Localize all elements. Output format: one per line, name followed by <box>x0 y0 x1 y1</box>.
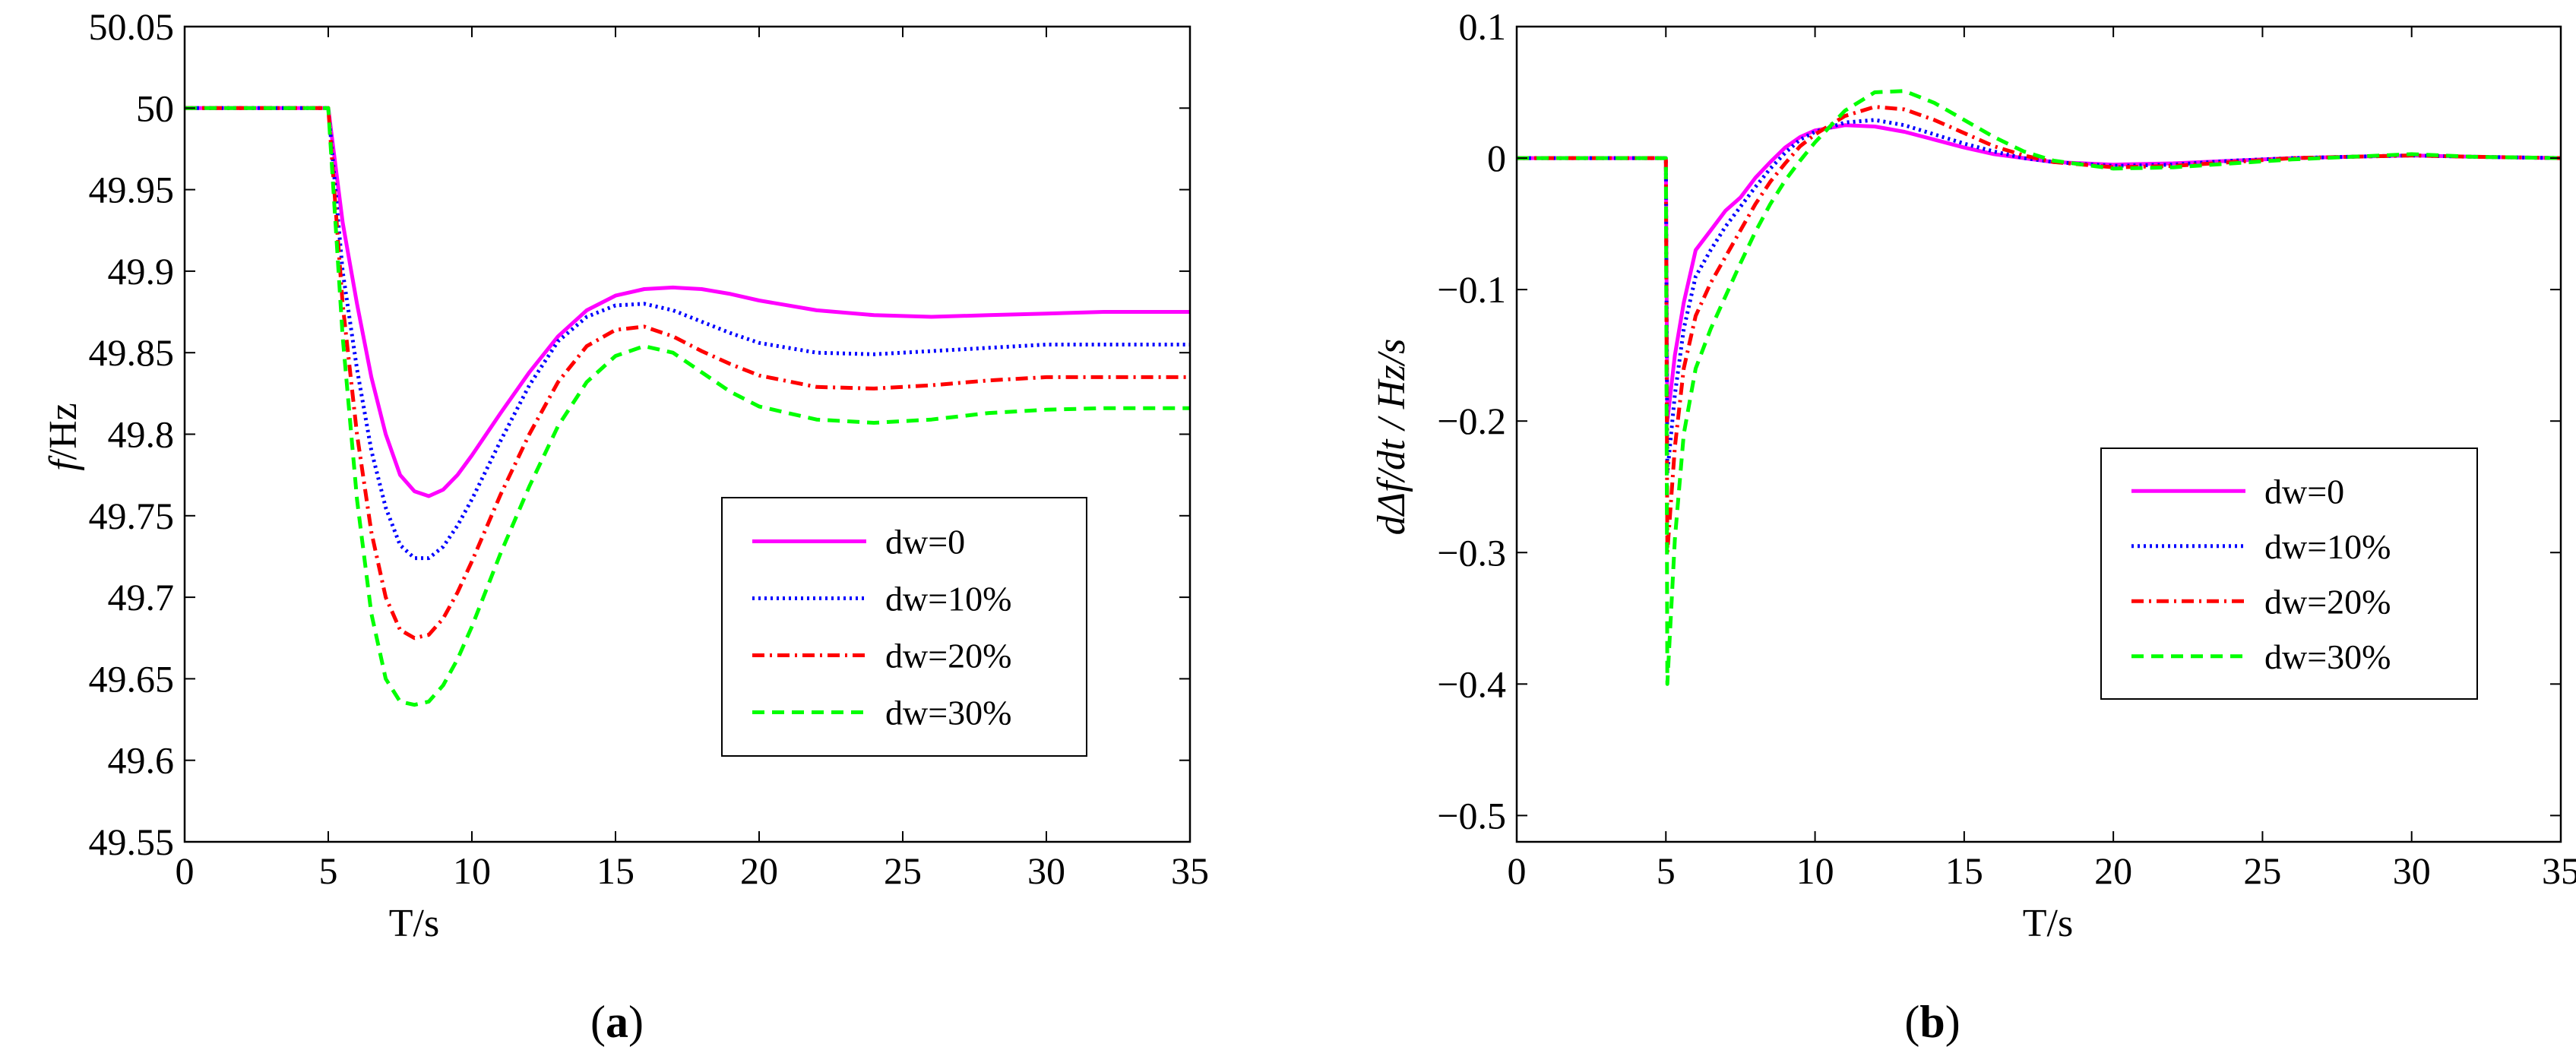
x-tick-label: 20 <box>740 849 778 892</box>
legend-a: dw=0 dw=10% dw=20% dw=30% <box>721 497 1087 757</box>
y-tick-label: 0.1 <box>1459 5 1507 48</box>
x-axis-label-a: T/s <box>389 902 439 945</box>
caption-open-a: ( <box>590 997 606 1047</box>
series-line-dw20 <box>185 106 1190 640</box>
legend-label: dw=30% <box>885 694 1011 732</box>
series-line-dw0 <box>1517 123 2562 423</box>
legend-label: dw=30% <box>2264 637 2391 676</box>
y-tick-label: 49.6 <box>108 739 175 782</box>
y-tick-label: 50.05 <box>89 5 175 48</box>
y-tick-label: 49.65 <box>89 657 175 700</box>
x-tick-label: 10 <box>1796 849 1834 892</box>
panel-b: 0 5 10 15 20 25 30 35 −0.5 −0.4 −0.3 −0.2 −0.1 0 0.1 d… <box>1370 5 2576 1047</box>
x-tick-label: 30 <box>2393 849 2431 892</box>
legend-label: dw=10% <box>885 580 1011 618</box>
x-tick-label: 15 <box>1945 849 1983 892</box>
legend-label: dw=20% <box>885 637 1011 675</box>
caption-close-a: ) <box>628 997 644 1047</box>
y-axis-label-b: dΔf/dt / Hz/s <box>1370 339 1413 536</box>
panel-caption-b: (b) <box>1904 997 1960 1047</box>
x-axis-label-b: T/s <box>2023 902 2073 945</box>
y-tick-label: −0.3 <box>1437 531 1506 574</box>
x-tick-label: 0 <box>1508 849 1527 892</box>
x-tick-label: 25 <box>884 849 922 892</box>
ticks-a: 0 5 10 15 20 25 30 35 49.55 49.6 49.65 49.7 49.75 49.… <box>89 5 1210 892</box>
series-line-dw0 <box>185 106 1190 498</box>
panel-a: 0 5 10 15 20 25 30 35 49.55 49.6 49.65 49.7 49.75 49.… <box>42 5 1209 1047</box>
series-line-dw30 <box>1517 89 2562 686</box>
y-axis-label-a-rest: /Hz <box>42 403 85 460</box>
y-tick-label: 49.95 <box>89 169 175 211</box>
caption-open-b: ( <box>1904 997 1919 1047</box>
axes-frame-a <box>183 25 1191 843</box>
y-tick-label: 50 <box>136 87 174 129</box>
panel-caption-a: (a) <box>590 997 644 1047</box>
series-line-dw10 <box>185 106 1190 561</box>
x-tick-label: 15 <box>597 849 635 892</box>
axes-frame-b <box>1515 25 2562 843</box>
series-group-b <box>1517 89 2562 686</box>
y-tick-label: 49.7 <box>108 576 175 618</box>
legend-label: dw=0 <box>885 523 965 561</box>
x-tick-label: 35 <box>2542 849 2576 892</box>
legend-label: dw=0 <box>2264 472 2344 511</box>
caption-close-b: ) <box>1945 997 1960 1047</box>
x-tick-label: 35 <box>1171 849 1209 892</box>
x-tick-label: 30 <box>1027 849 1065 892</box>
y-tick-label: 49.8 <box>108 413 175 456</box>
x-tick-label: 20 <box>2094 849 2132 892</box>
y-tick-label: −0.1 <box>1437 268 1506 311</box>
legend-b: dw=0 dw=10% dw=20% dw=30% <box>2100 448 2478 700</box>
y-tick-label: −0.4 <box>1437 663 1506 705</box>
caption-letter-b: b <box>1919 997 1945 1047</box>
y-tick-label: −0.2 <box>1437 400 1506 442</box>
series-group-a <box>185 106 1190 707</box>
y-tick-label: 49.75 <box>89 495 175 537</box>
series-line-dw10 <box>1517 118 2562 476</box>
y-tick-label: 49.9 <box>108 250 175 293</box>
y-axis-label-a: f/Hz <box>42 403 85 471</box>
x-tick-label: 5 <box>1657 849 1676 892</box>
legend-label: dw=10% <box>2264 527 2391 566</box>
x-tick-label: 0 <box>176 849 195 892</box>
caption-letter-a: a <box>606 997 628 1047</box>
y-tick-label: 49.55 <box>89 821 175 863</box>
x-tick-label: 10 <box>453 849 491 892</box>
ticks-b: 0 5 10 15 20 25 30 35 −0.5 −0.4 −0.3 −0.2 −0.1 0 0.1 <box>1437 5 2576 892</box>
y-tick-label: 0 <box>1487 137 1506 179</box>
x-tick-label: 5 <box>319 849 338 892</box>
y-tick-label: 49.85 <box>89 331 175 374</box>
x-tick-label: 25 <box>2243 849 2281 892</box>
y-tick-label: −0.5 <box>1437 794 1506 837</box>
legend-label: dw=20% <box>2264 582 2391 621</box>
